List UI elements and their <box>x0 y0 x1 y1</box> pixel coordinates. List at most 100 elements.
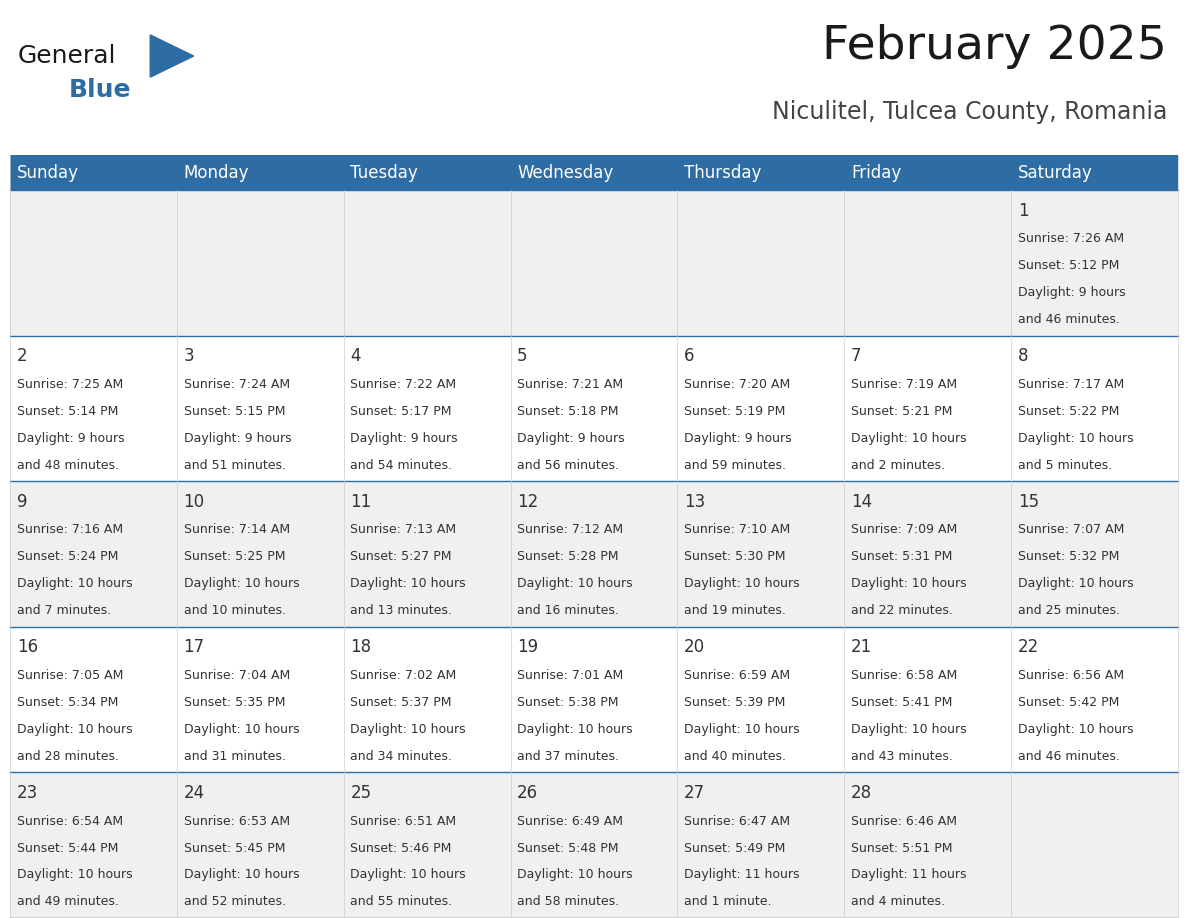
Text: Sunset: 5:32 PM: Sunset: 5:32 PM <box>1018 551 1119 564</box>
Text: and 40 minutes.: and 40 minutes. <box>684 750 786 763</box>
Text: 18: 18 <box>350 638 372 656</box>
Text: Sunrise: 6:46 AM: Sunrise: 6:46 AM <box>851 814 958 828</box>
Text: Sunrise: 7:02 AM: Sunrise: 7:02 AM <box>350 669 456 682</box>
Text: 23: 23 <box>17 784 38 802</box>
Text: Sunrise: 6:54 AM: Sunrise: 6:54 AM <box>17 814 122 828</box>
Text: 20: 20 <box>684 638 706 656</box>
Text: Sunset: 5:35 PM: Sunset: 5:35 PM <box>183 696 285 709</box>
Text: Sunrise: 6:53 AM: Sunrise: 6:53 AM <box>183 814 290 828</box>
Text: Sunset: 5:18 PM: Sunset: 5:18 PM <box>517 405 619 418</box>
Text: and 19 minutes.: and 19 minutes. <box>684 604 786 617</box>
Text: Sunset: 5:30 PM: Sunset: 5:30 PM <box>684 551 785 564</box>
Text: Sunrise: 7:22 AM: Sunrise: 7:22 AM <box>350 378 456 391</box>
Text: and 5 minutes.: and 5 minutes. <box>1018 459 1112 472</box>
Text: Sunset: 5:17 PM: Sunset: 5:17 PM <box>350 405 451 418</box>
Text: Daylight: 10 hours: Daylight: 10 hours <box>1018 722 1133 736</box>
Text: 3: 3 <box>183 347 194 365</box>
Text: Daylight: 9 hours: Daylight: 9 hours <box>17 431 125 444</box>
Text: 7: 7 <box>851 347 861 365</box>
Text: Sunset: 5:19 PM: Sunset: 5:19 PM <box>684 405 785 418</box>
Text: Sunset: 5:12 PM: Sunset: 5:12 PM <box>1018 259 1119 272</box>
Text: February 2025: February 2025 <box>822 24 1168 69</box>
Text: and 51 minutes.: and 51 minutes. <box>183 459 285 472</box>
Text: Sunday: Sunday <box>17 163 78 182</box>
Text: Sunrise: 7:14 AM: Sunrise: 7:14 AM <box>183 523 290 536</box>
Text: Daylight: 10 hours: Daylight: 10 hours <box>17 722 132 736</box>
Text: Sunset: 5:42 PM: Sunset: 5:42 PM <box>1018 696 1119 709</box>
Text: Sunset: 5:14 PM: Sunset: 5:14 PM <box>17 405 118 418</box>
Text: and 10 minutes.: and 10 minutes. <box>183 604 285 617</box>
Text: Daylight: 10 hours: Daylight: 10 hours <box>17 577 132 590</box>
Text: 19: 19 <box>517 638 538 656</box>
Text: Daylight: 11 hours: Daylight: 11 hours <box>851 868 967 881</box>
Text: 1: 1 <box>1018 202 1029 219</box>
Text: Tuesday: Tuesday <box>350 163 418 182</box>
Text: Daylight: 10 hours: Daylight: 10 hours <box>684 722 800 736</box>
Text: and 48 minutes.: and 48 minutes. <box>17 459 119 472</box>
Text: and 58 minutes.: and 58 minutes. <box>517 895 619 909</box>
Text: and 25 minutes.: and 25 minutes. <box>1018 604 1120 617</box>
Text: Daylight: 10 hours: Daylight: 10 hours <box>1018 431 1133 444</box>
Text: 15: 15 <box>1018 493 1040 510</box>
Text: Sunset: 5:28 PM: Sunset: 5:28 PM <box>517 551 619 564</box>
Text: and 34 minutes.: and 34 minutes. <box>350 750 453 763</box>
Text: 16: 16 <box>17 638 38 656</box>
Text: 12: 12 <box>517 493 538 510</box>
Text: Daylight: 10 hours: Daylight: 10 hours <box>350 722 466 736</box>
Text: and 43 minutes.: and 43 minutes. <box>851 750 953 763</box>
Text: Daylight: 10 hours: Daylight: 10 hours <box>517 868 633 881</box>
Text: Sunrise: 7:10 AM: Sunrise: 7:10 AM <box>684 523 790 536</box>
Text: Daylight: 10 hours: Daylight: 10 hours <box>851 577 967 590</box>
Text: Daylight: 10 hours: Daylight: 10 hours <box>517 722 633 736</box>
Text: and 16 minutes.: and 16 minutes. <box>517 604 619 617</box>
Text: 21: 21 <box>851 638 872 656</box>
Text: Sunrise: 7:26 AM: Sunrise: 7:26 AM <box>1018 232 1124 245</box>
Text: 24: 24 <box>183 784 204 802</box>
Text: 11: 11 <box>350 493 372 510</box>
Text: Sunset: 5:48 PM: Sunset: 5:48 PM <box>517 842 619 855</box>
Text: Sunrise: 7:21 AM: Sunrise: 7:21 AM <box>517 378 624 391</box>
Text: 4: 4 <box>350 347 361 365</box>
Text: Daylight: 10 hours: Daylight: 10 hours <box>851 431 967 444</box>
Text: Sunrise: 7:12 AM: Sunrise: 7:12 AM <box>517 523 624 536</box>
Text: and 46 minutes.: and 46 minutes. <box>1018 313 1120 326</box>
Text: 17: 17 <box>183 638 204 656</box>
Text: and 22 minutes.: and 22 minutes. <box>851 604 953 617</box>
Text: Daylight: 11 hours: Daylight: 11 hours <box>684 868 800 881</box>
Text: Daylight: 10 hours: Daylight: 10 hours <box>17 868 132 881</box>
Text: Daylight: 9 hours: Daylight: 9 hours <box>1018 286 1125 299</box>
Text: Daylight: 10 hours: Daylight: 10 hours <box>350 868 466 881</box>
Text: Sunrise: 6:49 AM: Sunrise: 6:49 AM <box>517 814 624 828</box>
Text: Sunset: 5:25 PM: Sunset: 5:25 PM <box>183 551 285 564</box>
Text: Sunrise: 6:51 AM: Sunrise: 6:51 AM <box>350 814 456 828</box>
Text: and 28 minutes.: and 28 minutes. <box>17 750 119 763</box>
Text: Sunrise: 7:20 AM: Sunrise: 7:20 AM <box>684 378 790 391</box>
Text: Sunrise: 7:13 AM: Sunrise: 7:13 AM <box>350 523 456 536</box>
Text: Sunset: 5:41 PM: Sunset: 5:41 PM <box>851 696 953 709</box>
Text: and 37 minutes.: and 37 minutes. <box>517 750 619 763</box>
Text: Daylight: 10 hours: Daylight: 10 hours <box>684 577 800 590</box>
Text: Daylight: 10 hours: Daylight: 10 hours <box>183 722 299 736</box>
Text: 8: 8 <box>1018 347 1029 365</box>
Text: and 56 minutes.: and 56 minutes. <box>517 459 619 472</box>
Text: Thursday: Thursday <box>684 163 762 182</box>
Text: 28: 28 <box>851 784 872 802</box>
Polygon shape <box>150 35 194 77</box>
Text: Sunrise: 7:17 AM: Sunrise: 7:17 AM <box>1018 378 1124 391</box>
Text: 26: 26 <box>517 784 538 802</box>
Text: Sunset: 5:31 PM: Sunset: 5:31 PM <box>851 551 953 564</box>
Text: 6: 6 <box>684 347 695 365</box>
Text: and 2 minutes.: and 2 minutes. <box>851 459 944 472</box>
Text: Sunrise: 7:05 AM: Sunrise: 7:05 AM <box>17 669 124 682</box>
Text: Sunrise: 7:19 AM: Sunrise: 7:19 AM <box>851 378 958 391</box>
Text: Sunrise: 7:01 AM: Sunrise: 7:01 AM <box>517 669 624 682</box>
Text: and 7 minutes.: and 7 minutes. <box>17 604 110 617</box>
Text: Sunset: 5:24 PM: Sunset: 5:24 PM <box>17 551 118 564</box>
Text: 9: 9 <box>17 493 27 510</box>
Text: Sunrise: 6:56 AM: Sunrise: 6:56 AM <box>1018 669 1124 682</box>
Text: Sunset: 5:34 PM: Sunset: 5:34 PM <box>17 696 118 709</box>
Text: and 59 minutes.: and 59 minutes. <box>684 459 786 472</box>
Text: 13: 13 <box>684 493 706 510</box>
Text: Daylight: 9 hours: Daylight: 9 hours <box>684 431 791 444</box>
Text: Sunset: 5:27 PM: Sunset: 5:27 PM <box>350 551 451 564</box>
